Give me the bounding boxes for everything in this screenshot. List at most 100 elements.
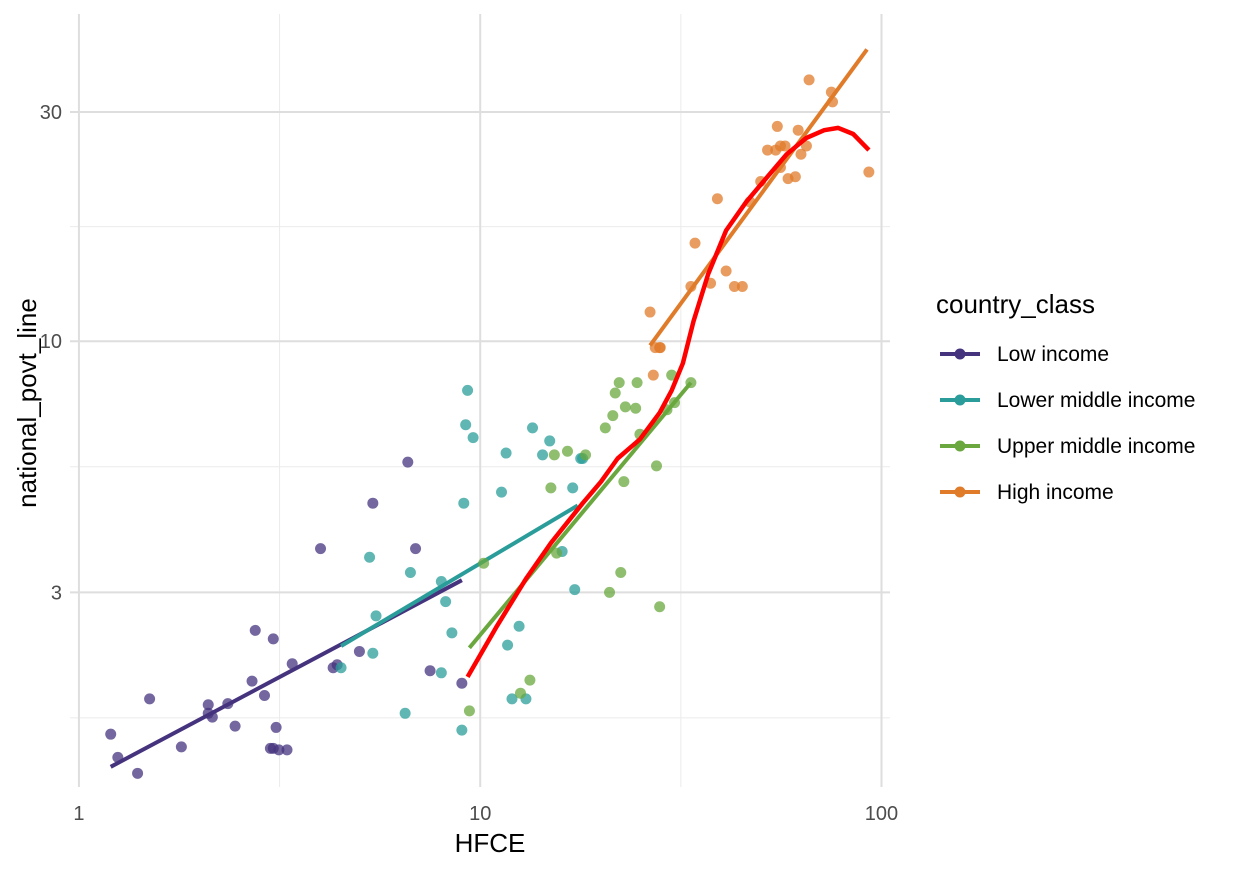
data-point bbox=[335, 662, 347, 674]
data-point bbox=[206, 711, 218, 723]
data-point bbox=[604, 586, 616, 598]
data-point bbox=[467, 432, 479, 444]
data-point bbox=[609, 387, 621, 399]
data-point bbox=[795, 148, 807, 160]
x-tick-label: 1 bbox=[73, 803, 84, 825]
data-point bbox=[367, 497, 379, 509]
data-point bbox=[399, 707, 411, 719]
data-point bbox=[458, 497, 470, 509]
y-tick-label: 30 bbox=[40, 102, 62, 124]
trend-line bbox=[467, 381, 693, 650]
x-tick-label: 10 bbox=[469, 803, 491, 825]
data-point bbox=[789, 171, 801, 183]
smooth-trend-line bbox=[465, 125, 871, 679]
data-point bbox=[736, 280, 748, 292]
legend-key-point bbox=[954, 394, 966, 406]
data-point bbox=[513, 620, 525, 632]
legend-label: High income bbox=[997, 481, 1114, 504]
data-point bbox=[424, 665, 436, 677]
y-tick-label: 10 bbox=[40, 331, 62, 353]
data-point bbox=[863, 166, 875, 178]
legend-key-point bbox=[954, 440, 966, 452]
data-point bbox=[527, 422, 539, 434]
data-point bbox=[273, 744, 285, 756]
legend-key-point bbox=[954, 348, 966, 360]
data-point bbox=[630, 402, 642, 414]
data-point bbox=[446, 627, 458, 639]
data-point bbox=[615, 566, 627, 578]
data-point bbox=[599, 422, 611, 434]
data-point bbox=[202, 699, 214, 711]
data-point bbox=[462, 384, 474, 396]
data-point bbox=[112, 751, 124, 763]
data-point bbox=[689, 237, 701, 249]
data-point bbox=[524, 674, 536, 686]
data-point bbox=[404, 566, 416, 578]
data-point bbox=[685, 280, 697, 292]
data-point bbox=[647, 369, 659, 381]
data-point bbox=[286, 658, 298, 670]
data-point bbox=[435, 667, 447, 679]
data-point bbox=[353, 645, 365, 657]
data-point bbox=[440, 596, 452, 608]
y-tick-label: 3 bbox=[51, 582, 62, 604]
legend-key-point bbox=[954, 486, 966, 498]
data-point bbox=[762, 144, 774, 156]
data-point bbox=[364, 551, 376, 563]
data-point bbox=[803, 74, 815, 86]
data-point bbox=[654, 342, 666, 354]
grid bbox=[70, 14, 890, 787]
data-point bbox=[367, 647, 379, 659]
data-point bbox=[654, 601, 666, 613]
data-point bbox=[669, 397, 681, 409]
x-axis-title: HFCE bbox=[455, 828, 526, 858]
data-point bbox=[463, 705, 475, 717]
data-point bbox=[551, 547, 563, 559]
data-point bbox=[105, 728, 117, 740]
data-point bbox=[175, 741, 187, 753]
data-point bbox=[132, 767, 144, 779]
data-point bbox=[800, 140, 812, 152]
legend-label: Upper middle income bbox=[997, 435, 1195, 458]
legend: country_class Low income Lower middle inc… bbox=[936, 289, 1195, 504]
data-point bbox=[270, 721, 282, 733]
data-point bbox=[496, 486, 508, 498]
data-point bbox=[410, 543, 422, 555]
data-point bbox=[460, 419, 472, 431]
data-point bbox=[607, 410, 619, 422]
data-point bbox=[613, 377, 625, 389]
data-point bbox=[569, 584, 581, 596]
data-point bbox=[222, 698, 234, 710]
data-point bbox=[666, 369, 678, 381]
data-point bbox=[456, 677, 468, 689]
data-point bbox=[315, 543, 327, 555]
trend-lines bbox=[109, 48, 869, 769]
data-point bbox=[685, 377, 697, 389]
data-point bbox=[258, 689, 270, 701]
data-point bbox=[370, 610, 382, 622]
y-axis-title: national_povt_line bbox=[12, 298, 42, 508]
data-point bbox=[567, 482, 579, 494]
data-point bbox=[619, 401, 631, 413]
data-point bbox=[281, 744, 293, 756]
data-point bbox=[402, 456, 414, 468]
data-point bbox=[771, 120, 783, 132]
tick-labels: 1 10 100 3 10 30 bbox=[40, 102, 898, 825]
data-point bbox=[827, 96, 839, 108]
data-point bbox=[246, 675, 258, 687]
data-point bbox=[502, 639, 514, 651]
x-tick-label: 100 bbox=[865, 803, 898, 825]
data-point bbox=[506, 693, 518, 705]
data-point bbox=[631, 377, 643, 389]
data-point bbox=[711, 193, 723, 205]
data-point bbox=[644, 306, 656, 318]
legend-label: Low income bbox=[997, 343, 1109, 366]
data-point bbox=[249, 624, 261, 636]
data-point bbox=[545, 482, 557, 494]
data-point bbox=[728, 280, 740, 292]
data-point bbox=[229, 720, 241, 732]
legend-label: Lower middle income bbox=[997, 389, 1195, 412]
data-point bbox=[779, 140, 791, 152]
data-point bbox=[544, 435, 556, 447]
